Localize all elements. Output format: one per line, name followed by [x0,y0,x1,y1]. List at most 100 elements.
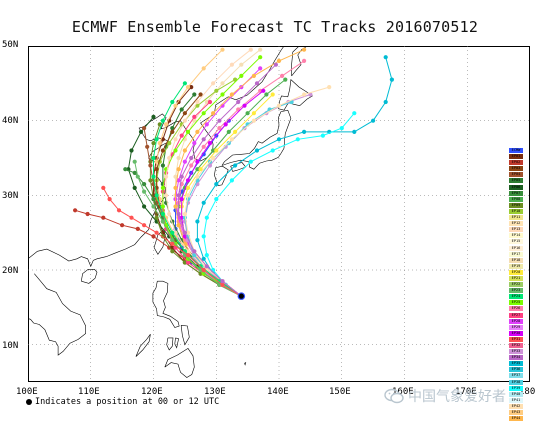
coastline [81,269,98,284]
track-position-dot [220,47,225,52]
track-position-dot [138,129,144,134]
track-position-dot [185,253,191,258]
legend-entry: EP38 [509,379,523,385]
track-position-dot [170,241,175,246]
track-position-dot [195,159,200,164]
track-position-dot [135,226,140,231]
track-position-dot [251,111,256,116]
watermark-text: 中国气象爱好者 [408,389,506,405]
legend-entry: EP02 [509,160,523,166]
track-position-dot [276,58,282,63]
legend-entry: EP14 [509,233,523,239]
lon-label-130e: 130E [204,387,226,397]
track-position-dot [185,193,191,198]
legend-entry: EP11 [509,215,523,221]
lon-label-160e: 160E [392,387,414,397]
track-position-dot [170,126,175,131]
track-position-dot [270,148,275,153]
member-legend: ECMW EP01 EP02 EP03 EP04 EP05 EP06 EP07 EP08 EP09… [509,148,523,422]
track-position-dot [198,267,203,273]
track-position-dot [129,148,134,153]
legend-entry: EP04 [509,172,523,178]
track-line [196,57,393,297]
track-position-dot [204,99,209,105]
track-position-dot [383,99,388,105]
track-position-dot [239,73,244,78]
track-position-dot [258,66,263,71]
legend-entry: EP20 [509,269,523,275]
track-position-dot [170,230,175,235]
track-position-dot [192,249,197,254]
track-position-dot [207,141,213,146]
track-position-dot [182,148,187,153]
track-position-dot [170,99,175,105]
legend-entry: EP34 [509,355,523,361]
track-position-dot [383,55,388,60]
lon-label-150e: 150E [329,387,351,397]
track-position-dot [276,137,282,142]
track-position-dot [261,88,266,93]
track-position-dot [204,253,209,258]
legend-entry: EP41 [509,397,523,403]
coastline [166,337,174,351]
track-position-dot [179,133,184,138]
lon-label-180: 180 [519,387,536,397]
track-position-dot [201,234,206,239]
track-position-dot [170,238,175,243]
track-position-dot [233,163,238,168]
track-position-dot [189,85,194,90]
track-position-dot [182,211,187,217]
track-position-dot [226,141,231,146]
track-position-dot [170,245,175,250]
lat-label-10n: 10N [2,341,19,351]
track-position-dot [173,148,178,153]
track-position-dot [182,118,187,123]
track-position-dot [160,148,165,153]
track-position-dot [129,215,134,220]
track-position-dot [185,185,191,190]
position-dot-icon [26,399,32,405]
legend-entry: EP42 [509,403,523,409]
track-position-dot [201,137,206,142]
track-position-dot [101,215,106,220]
track-position-dot [173,185,178,190]
track-position-dot [189,155,194,161]
track-position-dot [160,118,165,123]
track-position-dot [151,197,156,202]
track-position-dot [201,144,206,149]
lat-label-30n: 30N [2,191,19,201]
track-position-dot [142,223,147,228]
track-position-dot [142,204,147,209]
track-position-dot [302,47,307,52]
track-position-dot [179,174,184,179]
track-position-dot [201,271,206,276]
track-position-dot [280,73,285,78]
track-position-dot [195,99,200,105]
track-position-dot [201,256,206,261]
track-position-dot [185,230,191,235]
track-position-dot [201,267,206,273]
track-position-dot [164,193,169,198]
track-position-dot [142,189,147,194]
track-position-dot [101,185,106,190]
legend-entry: EP23 [509,288,523,294]
legend-entry: EP24 [509,294,523,300]
track-position-dot [248,47,253,52]
storm-start [237,292,246,300]
lon-label-170e: 170E [455,387,477,397]
track-position-dot [258,47,263,52]
track-position-dot [248,159,253,164]
track-position-dot [116,208,122,213]
track-position-dot [185,256,191,261]
track-position-dot [182,111,187,116]
coastline [174,337,179,349]
track-position-dot [229,178,234,183]
track-position-dot [151,174,156,179]
track-position-dot [164,122,169,127]
track-position-dot [151,114,156,119]
track-position-dot [154,230,159,235]
coastline [221,109,292,170]
legend-entry: EP12 [509,221,523,227]
track-position-dot [195,219,200,224]
track-position-dot [160,185,165,190]
